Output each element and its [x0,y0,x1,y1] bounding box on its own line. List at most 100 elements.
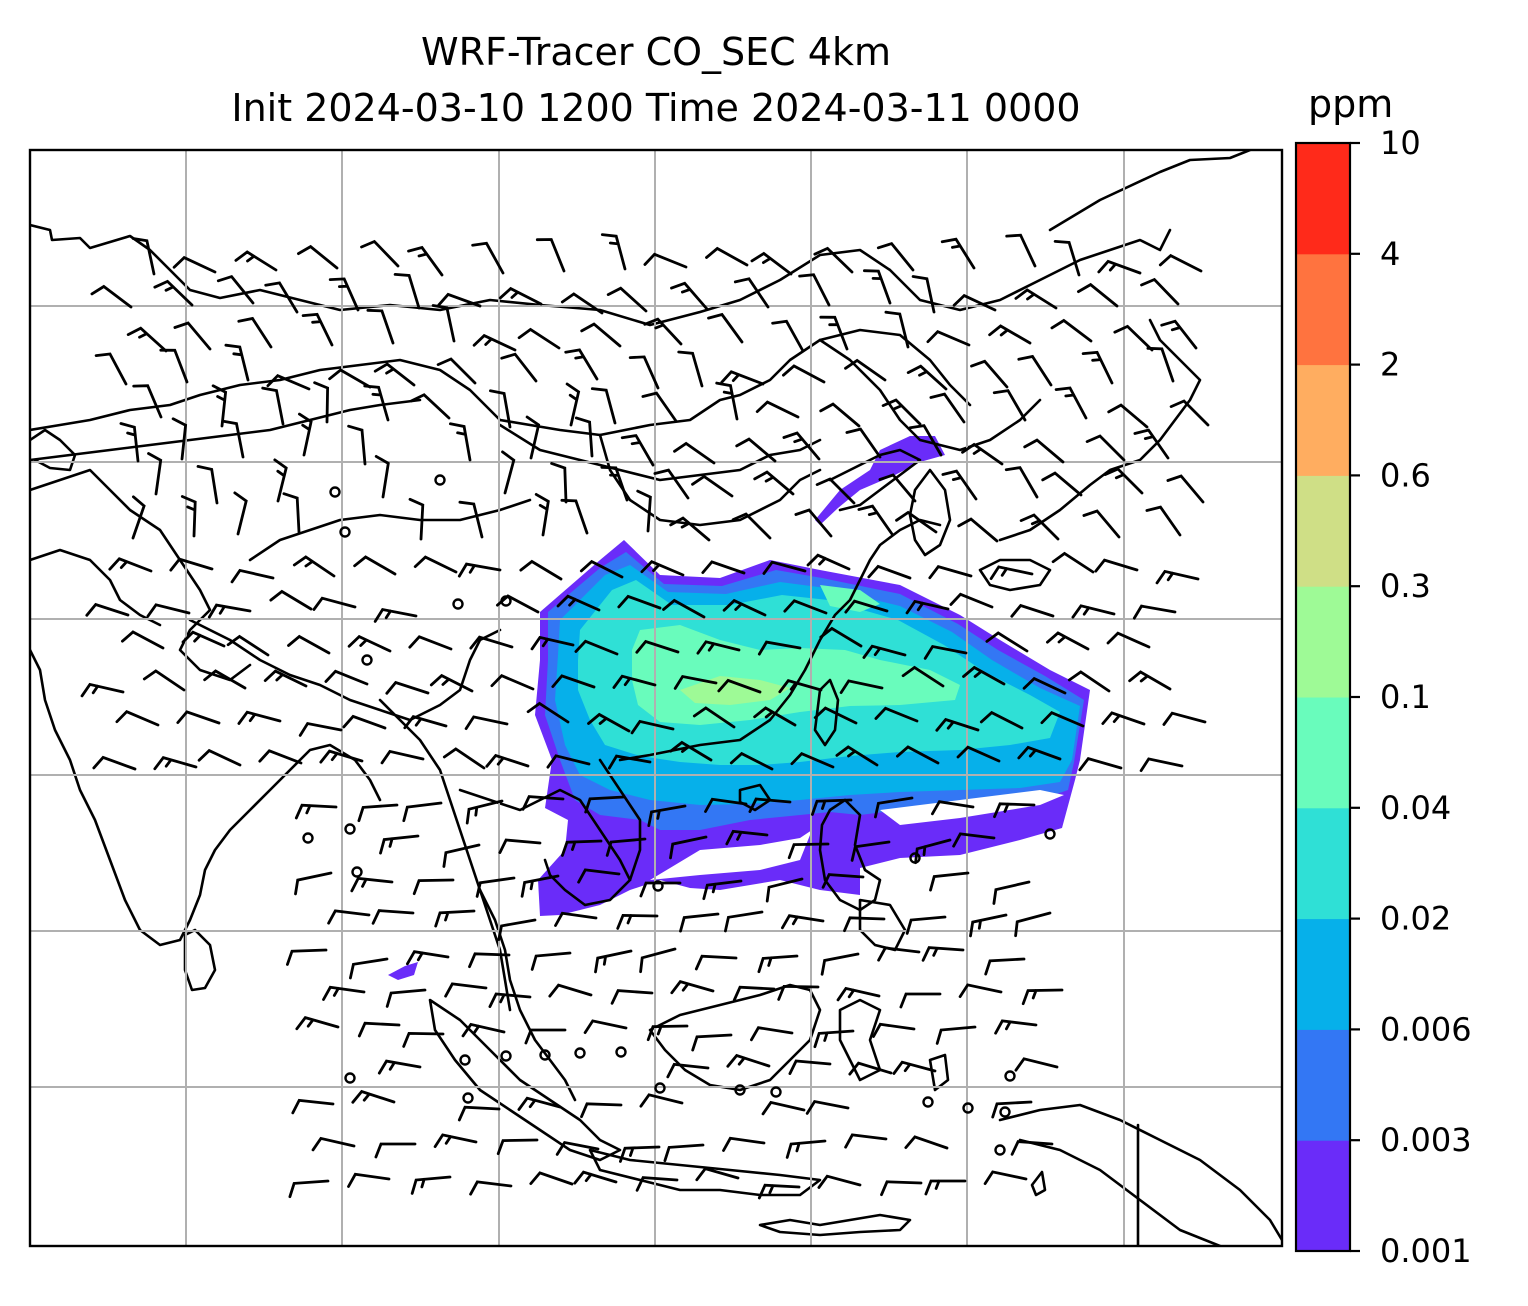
wind-barb [1145,505,1182,537]
wind-barb [984,957,1026,976]
calm-wind-circle [500,1050,512,1062]
wind-barb [264,281,299,314]
wind-barb [556,594,601,612]
wind-barb [472,333,517,352]
wind-barb [385,680,430,695]
wind-barb [639,947,677,974]
wind-barb [548,983,593,998]
wind-barb [921,946,965,962]
wind-barb [373,607,418,623]
wind-barb [328,277,360,312]
wind-barb [673,441,716,465]
wind-barb [1169,399,1210,427]
wind-barb [820,952,860,976]
wind-barb [469,1180,513,1196]
wind-barb [817,1174,862,1189]
wind-barb [530,635,575,651]
wind-barb [457,1105,501,1122]
wind-barb [171,417,188,461]
wind-barb [1113,324,1154,352]
wind-barb [783,599,828,615]
colorbar-band [1296,697,1350,809]
border-russia-china-ne [818,338,1042,452]
wind-barb [969,913,1008,938]
border-tibet-himalaya [188,618,502,722]
wind-barb [785,1139,827,1159]
wind-barb [874,796,914,819]
wind-barb [590,387,617,425]
wind-barb [131,237,156,276]
wind-barb [957,517,999,543]
wind-barb [985,631,1029,653]
wind-barb [1017,354,1053,387]
wind-barb [498,838,542,854]
wind-barb [787,842,830,860]
wind-barb [403,714,448,730]
calm-wind-circle [770,1086,782,1098]
calm-wind-circle [339,526,351,538]
wind-barb [669,516,711,542]
wind-barb [373,362,416,387]
wind-barb [119,422,140,463]
wind-barb [297,244,339,270]
wind-barb [726,1053,771,1068]
wind-barb [291,1098,335,1115]
wind-barb [607,754,652,770]
wind-barb [805,1099,850,1115]
wind-barb [442,747,486,770]
wind-barb [234,250,278,272]
wind-barb [357,1021,401,1038]
wind-barbs [80,233,1210,1200]
wind-barb [181,630,226,648]
border-china-west [248,498,532,562]
wind-barb [224,343,250,382]
wind-barb [521,795,565,811]
wind-barb [1041,471,1083,497]
wind-barb [529,1171,574,1186]
colorbar-band [1296,475,1350,587]
colorbar-unit-label: ppm [1308,82,1394,126]
wind-barb [266,374,311,391]
wind-barb [720,370,765,386]
wind-barb [905,915,947,935]
wind-barb [263,669,308,688]
wind-barb [717,678,762,694]
wind-barb [226,634,270,657]
wind-barb [992,880,1031,905]
wind-barb [677,350,704,388]
wind-barb [115,710,160,727]
wind-barb [286,948,328,966]
calm-wind-circle [500,595,512,607]
calm-wind-circle [654,1082,666,1094]
wind-barb [269,589,313,611]
wind-barb [848,1061,893,1076]
wind-barb [261,386,285,426]
wind-barb [935,717,980,732]
tracer-fill-0.1 [680,676,790,705]
calm-wind-circle [922,1096,934,1108]
wind-barb [695,1166,740,1182]
wind-barb [433,1133,478,1148]
wind-barb [561,839,603,857]
wind-barb [583,1019,628,1034]
calm-wind-circle [434,474,446,486]
wind-barb [546,754,591,769]
wind-barb [1014,1057,1059,1072]
wind-barb [620,434,655,467]
wind-barb [353,555,397,576]
wind-barb [872,1022,916,1038]
wind-barb [282,492,301,534]
wind-barb [80,682,125,698]
wind-barb [691,1033,733,1052]
wind-barb [517,1096,562,1111]
wind-barb [410,393,451,420]
calm-wind-circle [994,1144,1006,1156]
wind-barb [431,304,456,343]
wind-barb [630,719,675,735]
wind-barb [636,489,652,533]
calm-wind-circle [361,654,373,666]
wind-barb [753,706,797,727]
wind-barb [929,392,966,424]
wind-barb [867,564,912,580]
